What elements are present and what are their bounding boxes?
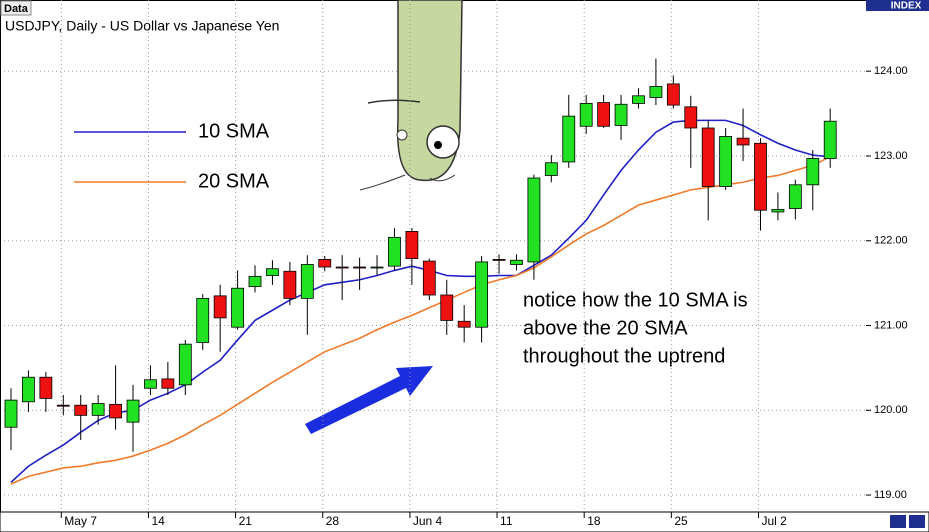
trend-arrow (305, 366, 433, 434)
candle-body (771, 208, 785, 213)
y-tick-label: 124.00 (874, 65, 908, 77)
x-tick-label: 11 (500, 514, 513, 528)
y-tick-label: 122.00 (874, 235, 908, 247)
candle-body (4, 399, 18, 428)
candle-body (440, 294, 454, 321)
candle-body (22, 376, 35, 403)
panel-label-box (0, 0, 32, 16)
candle-body (126, 399, 140, 423)
candle-body (701, 127, 715, 187)
panel-label: Data (4, 3, 29, 15)
y-tick-label: 121.00 (874, 319, 908, 331)
candle-body (335, 266, 349, 269)
y-tick-label: 119.00 (874, 489, 907, 501)
candle-body (719, 136, 733, 187)
candle-body (388, 236, 401, 267)
candle-body (266, 268, 279, 276)
candle-body (248, 275, 262, 287)
annotation-line: notice how the 10 SMA is (523, 289, 748, 311)
candle-body (806, 158, 820, 186)
x-tick-label: 18 (587, 514, 601, 528)
candle-body (318, 258, 332, 268)
candle-body (196, 297, 210, 343)
candle-body (788, 184, 802, 209)
candle-body (422, 260, 436, 296)
candle-body (544, 162, 558, 176)
candle-body (666, 83, 680, 106)
x-axis-bar (0, 511, 929, 532)
annotation: notice how the 10 SMA is above the 20 SMA… (523, 289, 748, 367)
candle-body (370, 266, 384, 269)
candle-body (614, 103, 628, 126)
candle-body (39, 376, 53, 399)
legend: 10 SMA 20 SMA (74, 120, 270, 192)
candle-body (684, 106, 698, 129)
x-tick-label: 28 (326, 514, 340, 528)
candle-body (562, 115, 576, 163)
candle-body (510, 259, 523, 265)
scroll-button[interactable] (909, 515, 925, 528)
candle-body (649, 86, 663, 98)
candle-body (231, 287, 244, 328)
x-tick-label: Jul 2 (761, 514, 787, 528)
candle-body (527, 177, 541, 263)
candle-body (56, 404, 70, 407)
x-tick-label: Jun 4 (413, 514, 443, 528)
scroll-button[interactable] (890, 515, 906, 528)
candle-body (597, 102, 611, 127)
y-tick-label: 123.00 (874, 150, 908, 162)
candle-body (405, 231, 419, 259)
chart-title: USDJPY, Daily - US Dollar vs Japanese Ye… (5, 18, 279, 34)
axis-header: INDEX (891, 1, 922, 12)
candle-body (823, 120, 837, 159)
candle-body (300, 264, 314, 299)
x-tick-label: 25 (674, 514, 688, 528)
candle-body (213, 295, 227, 319)
legend-label: 20 SMA (198, 170, 270, 192)
candle-body (579, 103, 593, 127)
cartoon (359, 0, 463, 191)
annotation-line: above the 20 SMA (523, 317, 688, 339)
axis-header-box (866, 0, 929, 11)
candle-body (91, 403, 105, 416)
price-axis-panel (866, 0, 929, 512)
candle-body (475, 261, 489, 328)
candle-body (283, 270, 297, 299)
x-tick-label: 21 (239, 514, 253, 528)
annotation-line: throughout the uptrend (523, 345, 725, 367)
candle-body (492, 258, 506, 261)
candle-body (74, 404, 88, 416)
candle-body (178, 343, 192, 386)
candle-body (353, 266, 367, 269)
y-tick-label: 120.00 (874, 404, 908, 416)
x-tick-label: 14 (151, 514, 165, 528)
x-tick-label: May 7 (64, 514, 97, 528)
candle-body (144, 379, 157, 389)
candle-body (754, 142, 767, 211)
candle-body (736, 137, 750, 146)
sma-line (10, 156, 831, 485)
legend-label: 10 SMA (198, 120, 270, 142)
candle-body (632, 95, 645, 104)
candle-body (109, 403, 122, 419)
candle-body (457, 320, 471, 328)
candle-body (161, 378, 175, 389)
